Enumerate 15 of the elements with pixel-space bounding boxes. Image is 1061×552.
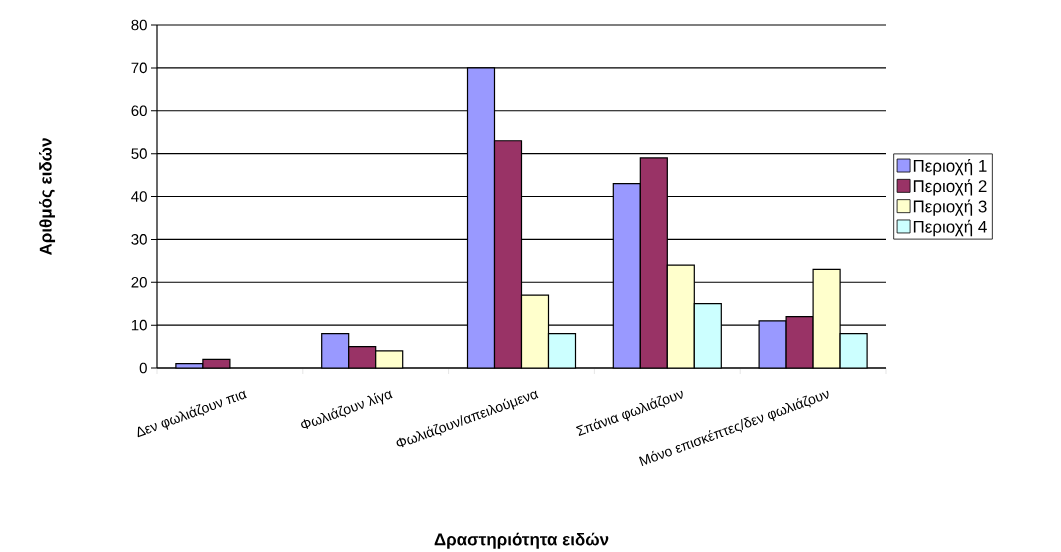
y-tick-label: 70: [131, 62, 147, 74]
legend-label: Περιοχή 4: [913, 219, 987, 237]
y-tick-label: 30: [131, 234, 147, 245]
y-tick-label: 0: [139, 362, 147, 374]
x-axis-title: Δραστηριότητα ειδών: [434, 532, 609, 549]
y-axis-title: Αριθμός ειδών: [39, 138, 56, 256]
legend-label: Περιοχή 2: [913, 179, 987, 196]
y-tick-label: 50: [131, 148, 147, 159]
y-tick-label: 80: [131, 19, 147, 31]
y-tick-label: 40: [131, 191, 147, 202]
y-tick-label: 20: [131, 276, 147, 288]
legend-label: Περιοχή 1: [913, 158, 987, 176]
legend-label: Περιοχή 3: [913, 199, 987, 216]
y-tick-label: 60: [131, 105, 147, 117]
y-tick-label: 10: [131, 319, 147, 331]
